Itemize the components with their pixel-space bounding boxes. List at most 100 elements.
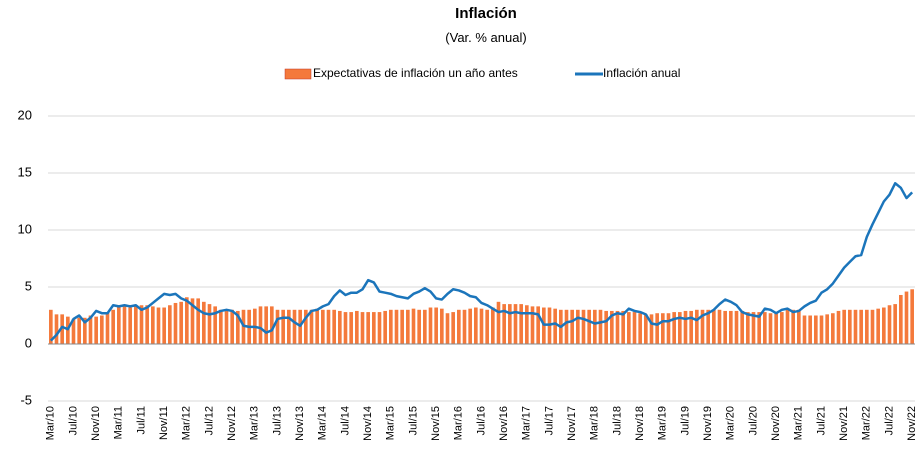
x-tick-label: Nov/13 [294,406,306,441]
bar [321,309,325,344]
x-tick-label: Mar/17 [521,406,533,440]
x-tick-label: Mar/18 [589,406,601,440]
bar [751,312,756,344]
bar [196,298,200,344]
x-tick-label: Mar/12 [181,406,193,440]
bar [570,309,574,344]
bar [258,306,263,344]
bar [768,313,773,344]
bar [309,309,314,344]
bar [230,309,234,344]
bar [746,312,750,344]
bar [666,313,671,344]
x-tick-label: Jul/11 [135,406,147,435]
bar [678,312,682,344]
bar [859,309,863,344]
bar [411,308,416,344]
bar [394,309,399,344]
bar [581,309,586,344]
x-tick-label: Nov/10 [90,406,102,441]
bar [445,313,450,344]
x-tick-label: Nov/14 [362,406,374,441]
bar [474,307,478,344]
bar [428,307,433,344]
bar [270,306,274,344]
y-tick-label: 10 [18,221,32,236]
x-tick-label: Mar/22 [861,406,873,440]
bar [689,310,693,344]
bar [190,298,195,344]
x-tick-label: Nov/21 [838,406,850,441]
bar [77,317,81,344]
bar [513,304,518,344]
x-tick-label: Mar/15 [385,406,397,440]
x-tick-label: Nov/19 [702,406,714,441]
x-tick-label: Mar/13 [249,406,261,440]
bar [587,309,591,344]
bar [576,309,580,344]
bar [122,306,127,344]
bar [887,305,892,344]
bar [287,309,291,344]
bar [882,307,886,344]
bar [88,315,93,344]
bar [451,312,455,344]
x-tick-label: Mar/21 [793,406,805,440]
x-tick-label: Mar/14 [317,406,329,440]
bar [627,312,631,344]
bar [377,312,382,344]
bar [508,304,512,344]
x-tick-label: Mar/11 [113,406,125,439]
bar [179,301,183,344]
bar [173,302,178,344]
bar [111,309,115,344]
bar [202,301,206,344]
bar [615,310,620,344]
bar [360,312,365,344]
bar [519,304,523,344]
bar [757,312,761,344]
bar [899,294,903,344]
x-tick-label: Jul/15 [407,406,419,435]
x-tick-label: Jul/10 [67,406,79,435]
bar [128,307,132,344]
x-tick-label: Nov/20 [770,406,782,441]
bar [236,310,240,344]
bar [791,309,795,344]
bar [785,309,790,344]
bar [349,312,353,344]
y-tick-label: 20 [18,107,32,122]
bar [485,309,489,344]
bar [564,309,569,344]
bar [281,309,285,344]
bar [213,306,217,344]
bar [706,309,710,344]
bar [780,312,784,344]
bar [593,309,597,344]
bar [389,309,393,344]
bar [462,309,467,344]
bar [502,304,506,344]
bar [649,314,654,344]
bar [134,306,138,344]
bar [853,309,858,344]
bar [638,313,642,344]
bar [491,307,495,344]
x-tick-label: Jul/19 [679,406,691,435]
bar [275,309,280,344]
bar [264,306,268,344]
x-tick-label: Jul/20 [747,406,759,435]
bar [366,312,370,344]
x-tick-label: Nov/12 [226,406,238,441]
bar [162,307,166,344]
bar [598,309,603,344]
legend-label: Inflación anual [603,66,680,80]
bar [848,309,852,344]
x-tick-label: Jul/17 [543,406,555,435]
bar [525,305,529,344]
bar [71,318,76,344]
x-tick-label: Nov/22 [906,406,917,441]
bar [604,310,608,344]
bar [712,309,716,344]
